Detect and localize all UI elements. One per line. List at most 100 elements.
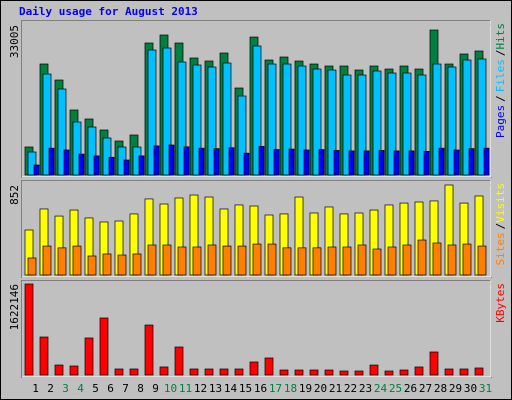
bar xyxy=(432,242,442,276)
x-tick-label: 6 xyxy=(107,382,114,395)
bar xyxy=(297,247,307,276)
bar xyxy=(39,336,49,376)
bar xyxy=(153,145,160,176)
bar xyxy=(387,246,397,276)
x-tick-label: 1 xyxy=(32,382,39,395)
bar xyxy=(27,257,37,276)
legend-entry: KBytes xyxy=(494,283,507,323)
bar xyxy=(372,248,382,276)
x-tick-label: 15 xyxy=(239,382,252,395)
bar xyxy=(192,246,202,276)
x-tick-label: 9 xyxy=(152,382,159,395)
bar xyxy=(477,245,487,276)
bar xyxy=(273,149,280,176)
bar xyxy=(477,58,487,176)
bar xyxy=(438,147,445,176)
legend-separator: / xyxy=(494,95,507,102)
legend-entry: Pages xyxy=(494,105,507,138)
bar xyxy=(387,72,397,176)
bar xyxy=(462,243,472,276)
bar xyxy=(54,364,64,376)
x-tick-label: 3 xyxy=(62,382,69,395)
x-tick-label: 10 xyxy=(164,382,177,395)
x-tick-label: 21 xyxy=(329,382,342,395)
bar xyxy=(363,150,370,176)
legend-entry: Files xyxy=(494,59,507,92)
bar xyxy=(342,74,352,176)
bar xyxy=(288,148,295,176)
bar xyxy=(402,72,412,176)
bar xyxy=(69,365,79,376)
bar xyxy=(204,368,214,376)
bar xyxy=(429,351,439,376)
bar xyxy=(339,370,349,376)
bar xyxy=(267,243,277,276)
bar xyxy=(447,66,457,176)
bar xyxy=(312,68,322,176)
legend: KBytes xyxy=(494,283,507,323)
bar xyxy=(129,368,139,376)
bar xyxy=(333,150,340,176)
bar xyxy=(219,368,229,376)
bar xyxy=(312,247,322,276)
bar xyxy=(168,144,175,176)
bar xyxy=(228,147,235,176)
bar xyxy=(342,246,352,276)
bar xyxy=(408,150,415,176)
x-tick-label: 20 xyxy=(314,382,327,395)
bar xyxy=(423,151,430,176)
x-tick-label: 23 xyxy=(359,382,372,395)
x-tick-label: 2 xyxy=(47,382,54,395)
bar xyxy=(252,243,262,276)
bar xyxy=(279,369,289,376)
bar xyxy=(78,153,85,176)
bar xyxy=(459,368,469,376)
bar xyxy=(144,324,154,376)
bar xyxy=(282,63,292,176)
bar xyxy=(432,63,442,176)
bar xyxy=(402,244,412,276)
bar xyxy=(357,244,367,276)
legend-entry: Sites xyxy=(494,232,507,265)
bar xyxy=(384,370,394,376)
x-tick-label: 31 xyxy=(479,382,492,395)
bar xyxy=(93,155,100,176)
bar xyxy=(57,247,67,276)
x-tick-label: 25 xyxy=(389,382,402,395)
x-tick-label: 12 xyxy=(194,382,207,395)
bar xyxy=(84,337,94,376)
bar xyxy=(99,317,109,376)
bar xyxy=(474,367,484,376)
bar xyxy=(249,361,259,376)
y-tick-label: 852 xyxy=(8,185,21,205)
bar xyxy=(132,253,142,276)
bar xyxy=(102,253,112,276)
legend-separator: / xyxy=(494,50,507,57)
x-tick-label: 5 xyxy=(92,382,99,395)
bar xyxy=(48,147,55,176)
bar xyxy=(378,150,385,176)
bar xyxy=(444,368,454,376)
x-tick-label: 30 xyxy=(464,382,477,395)
y-tick-label: 1622146 xyxy=(8,284,21,330)
bar xyxy=(177,61,187,176)
bar xyxy=(162,244,172,276)
x-tick-label: 14 xyxy=(224,382,238,395)
x-tick-label: 26 xyxy=(404,382,417,395)
bar xyxy=(243,152,250,176)
x-tick-label: 18 xyxy=(284,382,297,395)
bar xyxy=(174,346,184,376)
bar xyxy=(114,368,124,376)
bar xyxy=(183,146,190,176)
bar xyxy=(177,246,187,276)
bar xyxy=(303,149,310,176)
bar xyxy=(27,151,37,176)
y-tick-label: 33005 xyxy=(8,25,21,58)
bar xyxy=(123,159,130,176)
bar xyxy=(117,254,127,276)
bar xyxy=(324,369,334,376)
bar xyxy=(147,244,157,276)
bar xyxy=(393,150,400,176)
bar xyxy=(264,357,274,376)
bar xyxy=(87,126,97,176)
